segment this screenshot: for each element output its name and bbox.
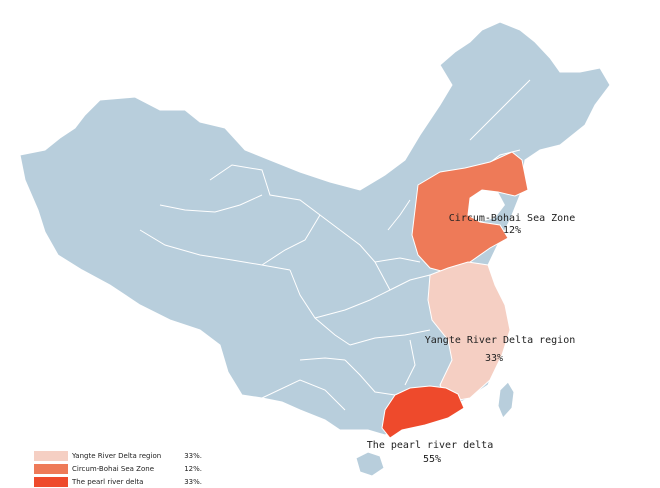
hainan-island	[355, 451, 385, 477]
label-bohai-name: Circum-Bohai Sea Zone	[449, 213, 575, 224]
legend-swatch-bohai	[34, 463, 68, 474]
legend-value: 33%.	[184, 477, 202, 486]
region-pearl-river-delta[interactable]	[381, 385, 465, 439]
label-pearl-name: The pearl river delta	[367, 440, 493, 451]
legend-label: Circum-Bohai Sea Zone	[72, 464, 155, 473]
taiwan-island	[497, 381, 515, 419]
legend-value: 12%.	[184, 464, 202, 473]
legend-swatch-yangtze	[34, 450, 68, 461]
label-bohai-value: 12%	[503, 225, 521, 236]
legend: Yangte River Delta region 33%. Circum-Bo…	[34, 449, 224, 488]
label-yangtze-name: Yangte River Delta region	[425, 335, 576, 346]
legend-item-bohai: Circum-Bohai Sea Zone 12%.	[34, 462, 224, 475]
china-mainland	[19, 21, 611, 436]
label-pearl-value: 55%	[423, 454, 441, 465]
legend-label: The pearl river delta	[72, 477, 144, 486]
bohai-sea	[468, 190, 505, 222]
legend-item-pearl: The pearl river delta 33%.	[34, 475, 224, 488]
legend-swatch-pearl	[34, 476, 68, 487]
region-yangtze-delta[interactable]	[427, 261, 511, 403]
legend-value: 33%.	[184, 451, 202, 460]
label-yangtze-value: 33%	[485, 353, 503, 364]
legend-item-yangtze: Yangte River Delta region 33%.	[34, 449, 224, 462]
province-borders	[139, 79, 531, 411]
legend-label: Yangte River Delta region	[72, 451, 162, 460]
